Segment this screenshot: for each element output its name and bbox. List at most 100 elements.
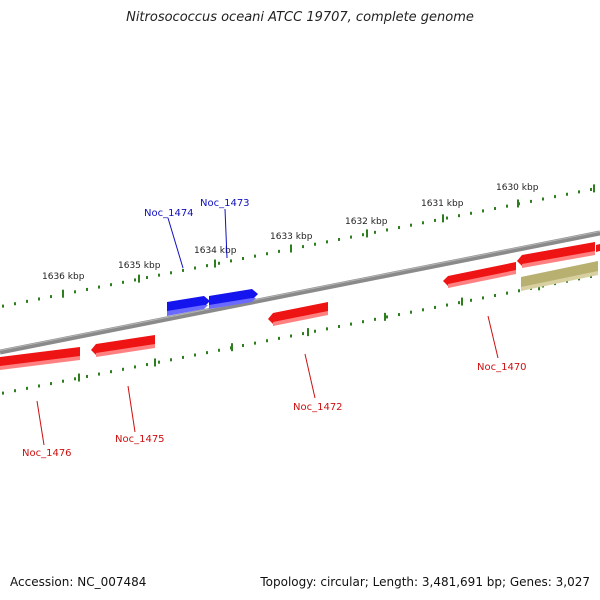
inner-major-tick — [78, 373, 80, 382]
outer-minor-tick — [98, 285, 100, 289]
inner-minor-tick — [170, 358, 172, 362]
outer-minor-tick — [530, 199, 532, 203]
inner-minor-tick — [338, 324, 340, 328]
outer-major-tick — [290, 244, 292, 253]
leader-noc-1474 — [167, 217, 184, 269]
outer-major-tick — [366, 229, 368, 238]
inner-minor-tick — [398, 313, 400, 317]
outer-minor-tick — [422, 221, 424, 225]
inner-minor-tick — [590, 274, 592, 278]
inner-minor-tick — [458, 301, 460, 305]
outer-minor-tick — [482, 209, 484, 213]
inner-minor-tick — [134, 365, 136, 369]
inner-minor-tick — [278, 336, 280, 340]
outer-minor-tick — [470, 211, 472, 215]
outer-minor-tick — [218, 261, 220, 265]
outer-minor-tick — [458, 214, 460, 218]
inner-major-tick — [461, 297, 463, 306]
inner-minor-tick — [494, 294, 496, 298]
inner-minor-tick — [2, 391, 4, 395]
outer-minor-tick — [434, 218, 436, 222]
outer-minor-tick — [2, 304, 4, 308]
genome-backbone — [0, 230, 600, 355]
label-noc-1473[interactable]: Noc_1473 — [200, 198, 250, 209]
inner-minor-tick — [290, 334, 292, 338]
gene-noc-1470[interactable] — [443, 262, 516, 288]
inner-minor-tick — [50, 382, 52, 386]
genome-summary-text: Topology: circular; Length: 3,481,691 bp… — [260, 575, 590, 589]
leader-noc-1470 — [487, 315, 499, 359]
inner-minor-tick — [386, 315, 388, 319]
accession-text: Accession: NC_007484 — [10, 575, 147, 589]
outer-major-tick — [517, 199, 519, 208]
inner-minor-tick — [182, 355, 184, 359]
outer-minor-tick — [338, 237, 340, 241]
outer-minor-tick — [146, 276, 148, 280]
outer-tick-track — [2, 184, 595, 308]
kbp-label-1630: 1630 kbp — [496, 183, 539, 193]
outer-major-tick — [214, 259, 216, 268]
inner-major-tick — [307, 328, 309, 337]
outer-minor-tick — [566, 192, 568, 196]
outer-minor-tick — [26, 299, 28, 303]
gene-noc-1472[interactable] — [268, 302, 328, 326]
outer-minor-tick — [170, 271, 172, 275]
label-noc-1472[interactable]: Noc_1472 — [293, 402, 343, 413]
outer-minor-tick — [254, 254, 256, 258]
gene-noc-1473[interactable] — [209, 289, 258, 309]
inner-minor-tick — [194, 353, 196, 357]
gene-noc-1475[interactable] — [91, 335, 155, 357]
outer-minor-tick — [158, 273, 160, 277]
label-noc-1470[interactable]: Noc_1470 — [477, 362, 527, 373]
label-noc-1476[interactable]: Noc_1476 — [22, 448, 72, 459]
outer-minor-tick — [554, 195, 556, 199]
inner-minor-tick — [74, 377, 76, 381]
label-noc-1475[interactable]: Noc_1475 — [115, 434, 165, 445]
inner-minor-tick — [362, 320, 364, 324]
inner-minor-tick — [254, 341, 256, 345]
outer-minor-tick — [398, 226, 400, 230]
inner-minor-tick — [146, 363, 148, 367]
gene-unlabeled-reverse[interactable] — [517, 242, 595, 268]
leader-noc-1475 — [127, 385, 136, 433]
gene-noc-1474[interactable] — [167, 296, 210, 316]
leader-noc-1473 — [224, 208, 228, 259]
inner-minor-tick — [446, 303, 448, 307]
outer-minor-tick — [110, 283, 112, 287]
kbp-label-1633: 1633 kbp — [270, 232, 313, 242]
gene-edge-fragment — [596, 244, 600, 252]
kbp-label-1632: 1632 kbp — [345, 217, 388, 227]
outer-minor-tick — [590, 187, 592, 191]
gene-unlabeled-other[interactable] — [521, 261, 598, 291]
inner-minor-tick — [350, 322, 352, 326]
outer-minor-tick — [278, 249, 280, 253]
outer-major-tick — [138, 274, 140, 283]
outer-minor-tick — [266, 252, 268, 256]
outer-minor-tick — [410, 223, 412, 227]
inner-minor-tick — [422, 308, 424, 312]
outer-minor-tick — [314, 242, 316, 246]
outer-minor-tick — [50, 295, 52, 299]
inner-major-tick — [231, 343, 233, 352]
inner-major-tick — [154, 358, 156, 367]
outer-minor-tick — [446, 216, 448, 220]
inner-minor-tick — [110, 370, 112, 374]
outer-minor-tick — [386, 228, 388, 232]
label-noc-1474[interactable]: Noc_1474 — [144, 208, 194, 219]
inner-minor-tick — [14, 389, 16, 393]
outer-minor-tick — [206, 264, 208, 268]
gene-noc-1476[interactable] — [0, 347, 80, 370]
inner-minor-tick — [62, 379, 64, 383]
outer-minor-tick — [38, 297, 40, 301]
kbp-labels: 1636 kbp 1635 kbp 1634 kbp 1633 kbp 1632… — [42, 183, 539, 282]
outer-minor-tick — [182, 268, 184, 272]
outer-minor-tick — [86, 287, 88, 291]
leader-noc-1476 — [36, 400, 45, 446]
inner-minor-tick — [506, 291, 508, 295]
outer-minor-tick — [350, 235, 352, 239]
outer-minor-tick — [74, 290, 76, 294]
inner-major-tick — [384, 312, 386, 321]
outer-major-tick — [593, 184, 595, 193]
inner-minor-tick — [206, 351, 208, 355]
